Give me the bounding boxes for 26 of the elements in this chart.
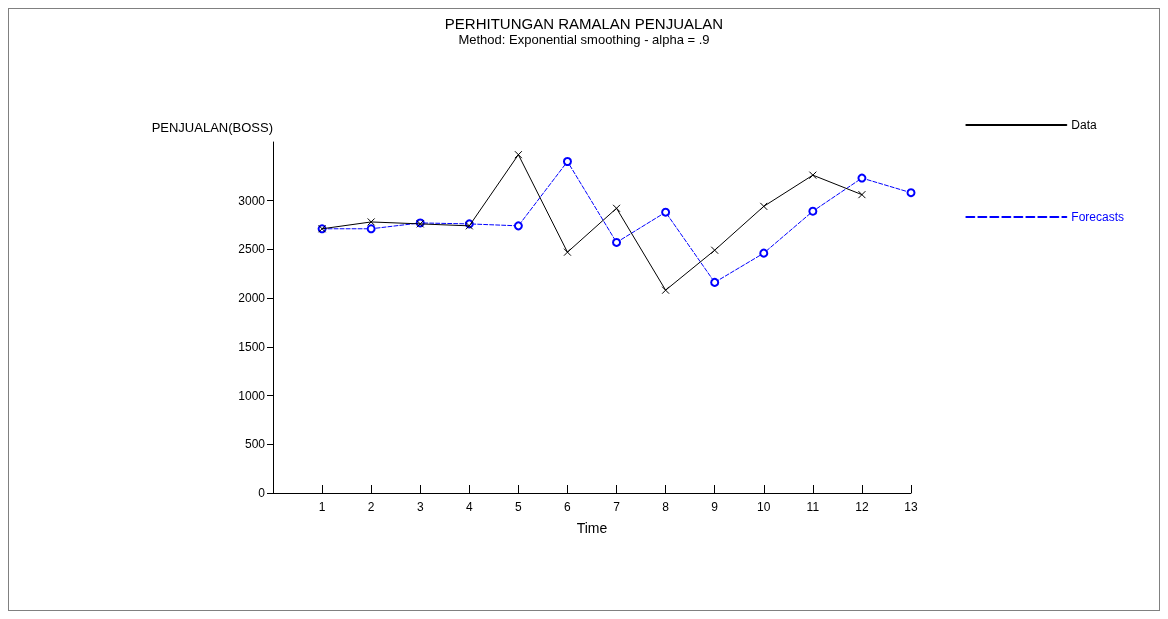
x-tick-label: 6 [564,500,572,514]
y-tick-label: 1500 [238,339,266,354]
x-tick-label: 2 [367,500,375,514]
x-tick-label: 11 [806,500,820,514]
y-tick-label: 2000 [238,291,266,305]
x-tick-label: 13 [904,500,918,514]
x-tick-label: 9 [711,500,719,514]
y-tick-label: 3000 [238,193,266,208]
y-axis-title: PENJUALAN(BOSS) [151,120,273,135]
x-tick-label: 1 [318,500,326,514]
x-tick-label: 5 [515,500,523,514]
text: Forecasts [1071,210,1125,224]
y-tick-label: 0 [258,486,266,500]
x-tick-label: 10 [757,500,771,514]
x-tick-label: 4 [465,500,473,514]
chart-title: PERHITUNGAN RAMALAN PENJUALAN [444,15,724,32]
x-tick-label: 8 [662,500,670,514]
chart-subtitle: Method: Exponential smoothing - alpha = .9 [458,32,710,47]
text: Data [1071,118,1097,132]
y-tick-label: 1000 [238,388,266,403]
y-tick-label: 500 [244,437,266,452]
x-tick-label: 7 [613,500,621,514]
x-tick-label: 12 [855,500,869,514]
x-tick-label: 3 [416,500,424,514]
y-tick-label: 2500 [238,242,266,257]
x-axis-title: Time [576,520,608,536]
